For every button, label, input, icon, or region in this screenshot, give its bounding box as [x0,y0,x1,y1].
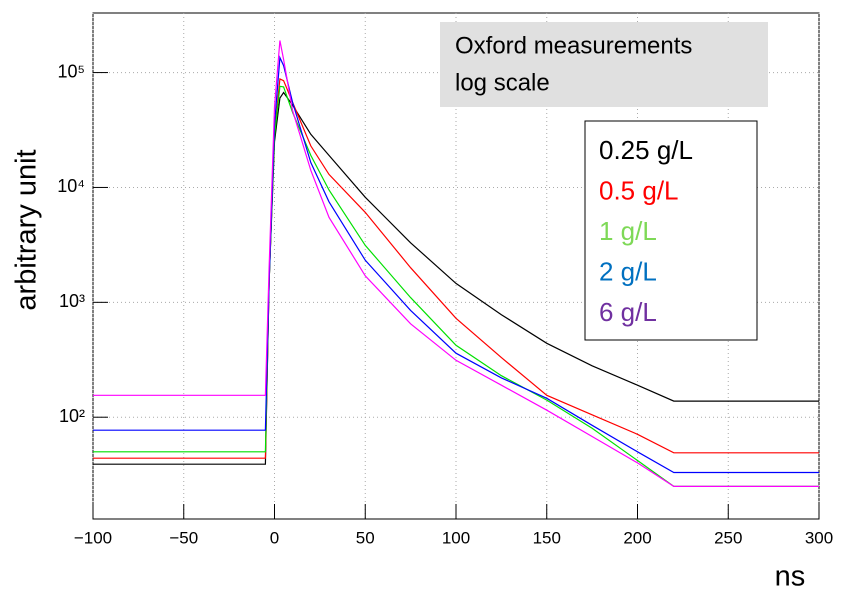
x-tick-label: 50 [356,528,375,547]
legend-box [584,120,758,341]
y-axis-label: arbitrary unit [11,149,43,310]
annotation-box [440,22,768,107]
annotation-text: Oxford measurements [455,32,692,59]
legend-entry: 0.5 g/L [599,175,679,205]
x-tick-label: 200 [623,528,651,547]
x-tick-label: 250 [714,528,742,547]
legend-entry: 0.25 g/L [599,135,693,165]
series-line [93,40,819,487]
legend-entry: 1 g/L [599,216,657,246]
y-tick-label: 10⁵ [58,61,85,81]
x-axis-label: ns [775,561,806,593]
y-tick-label: 10⁴ [57,176,85,196]
y-tick-label: 10³ [59,291,85,311]
y-tick-label: 10² [59,406,85,426]
x-tick-label: −50 [169,528,198,547]
x-tick-label: 300 [805,528,833,547]
legend-entry: 6 g/L [599,297,657,327]
x-tick-label: −100 [74,528,112,547]
x-tick-label: 0 [270,528,279,547]
legend-entry: 2 g/L [599,256,657,286]
x-tick-label: 150 [533,528,561,547]
annotation-text: log scale [455,69,550,96]
x-tick-label: 100 [442,528,470,547]
